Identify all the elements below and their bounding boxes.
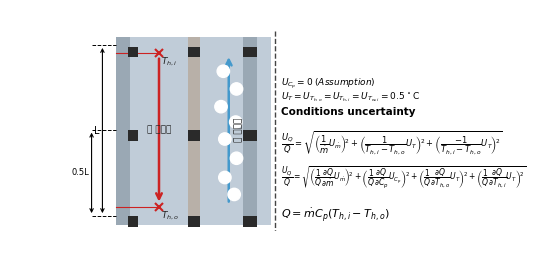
Bar [244,37,258,225]
Bar [188,130,200,141]
Bar [244,216,258,227]
Circle shape [219,171,231,184]
Bar [188,216,200,227]
Circle shape [219,133,231,145]
Text: 열 공급부: 열 공급부 [147,125,171,134]
Bar [128,130,138,141]
Bar [128,47,138,57]
Circle shape [228,188,240,201]
Text: $U_T = U_{T_{h,o}} = U_{T_{h,i}} = U_{T_{w,i}} = 0.5\,^\circ\mathrm{C}$: $U_T = U_{T_{h,o}} = U_{T_{h,i}} = U_{T_… [281,91,420,104]
Circle shape [215,101,227,113]
Text: $U_{C_p} = 0\;(Assumption)$: $U_{C_p} = 0\;(Assumption)$ [281,77,375,91]
Text: 0.5L: 0.5L [72,168,89,177]
Bar [116,37,130,225]
Circle shape [230,83,243,95]
Circle shape [230,152,243,164]
Bar [188,47,200,57]
Text: $Q = \dot{m}C_p(T_{h,i} - T_{h,o})$: $Q = \dot{m}C_p(T_{h,i} - T_{h,o})$ [281,206,390,224]
Bar [244,47,258,57]
Text: $\dfrac{U_Q}{Q} = \sqrt{\left(\dfrac{1}{Q}\dfrac{\partial Q}{\partial \dot{m}}U_: $\dfrac{U_Q}{Q} = \sqrt{\left(\dfrac{1}{… [281,165,526,191]
Bar [244,130,258,141]
Text: 열 제거부: 열 제거부 [234,118,243,142]
Circle shape [217,65,230,77]
Text: Conditions uncertainty: Conditions uncertainty [281,107,415,118]
Bar [188,37,200,225]
Bar [116,37,271,225]
Text: $T_{h,i}$: $T_{h,i}$ [162,56,178,68]
Circle shape [230,116,242,128]
Text: $T_{h,o}$: $T_{h,o}$ [162,210,179,222]
Text: L: L [94,126,100,135]
Bar [128,216,138,227]
Text: $\dfrac{U_Q}{Q} = \sqrt{\left(\dfrac{1}{\dot{m}}U_{\dot{m}}\right)^{\!2}+\left(\: $\dfrac{U_Q}{Q} = \sqrt{\left(\dfrac{1}{… [281,129,503,157]
